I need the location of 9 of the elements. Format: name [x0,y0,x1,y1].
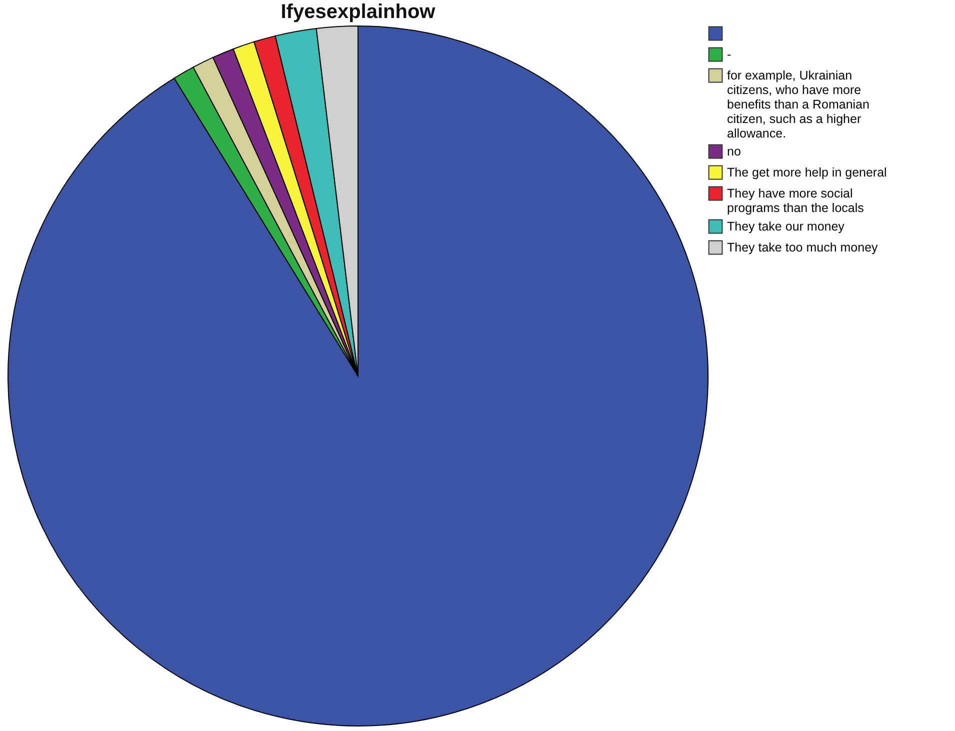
legend-label: The get more help in general [727,166,887,180]
legend-label: They take too much money [727,240,879,254]
legend-label: They take our money [727,220,846,234]
chart-title: Ifyesexplainhow [280,1,436,23]
legend-label: They have more social programs than the locals [727,186,864,215]
legend-label: for example, Ukrainian citizens, who have more benefits than a Romanian citizen, such as a higher allowance. [727,68,870,140]
legend-label: no [727,144,741,158]
pie-slice [8,26,708,726]
legend-label: - [727,48,732,62]
